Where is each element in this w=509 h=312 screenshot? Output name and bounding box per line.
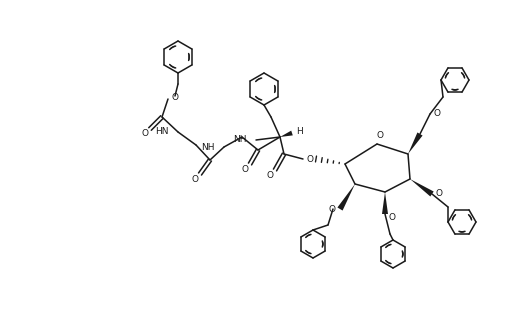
Text: O: O [433,110,440,119]
Text: O: O [328,204,335,213]
Text: NH: NH [201,143,215,152]
Text: O: O [266,170,273,179]
Text: H: H [296,128,303,137]
Text: O: O [141,129,148,139]
Polygon shape [409,179,433,197]
Text: O: O [435,189,442,198]
Text: O: O [171,92,178,101]
Text: NH: NH [233,135,246,144]
Polygon shape [337,184,354,211]
Text: O: O [388,212,394,222]
Text: HN: HN [155,128,168,137]
Polygon shape [279,131,292,137]
Text: O: O [241,164,248,173]
Text: O: O [306,154,313,163]
Polygon shape [381,192,387,214]
Text: O: O [376,131,383,140]
Text: O: O [191,174,198,183]
Polygon shape [407,133,422,154]
